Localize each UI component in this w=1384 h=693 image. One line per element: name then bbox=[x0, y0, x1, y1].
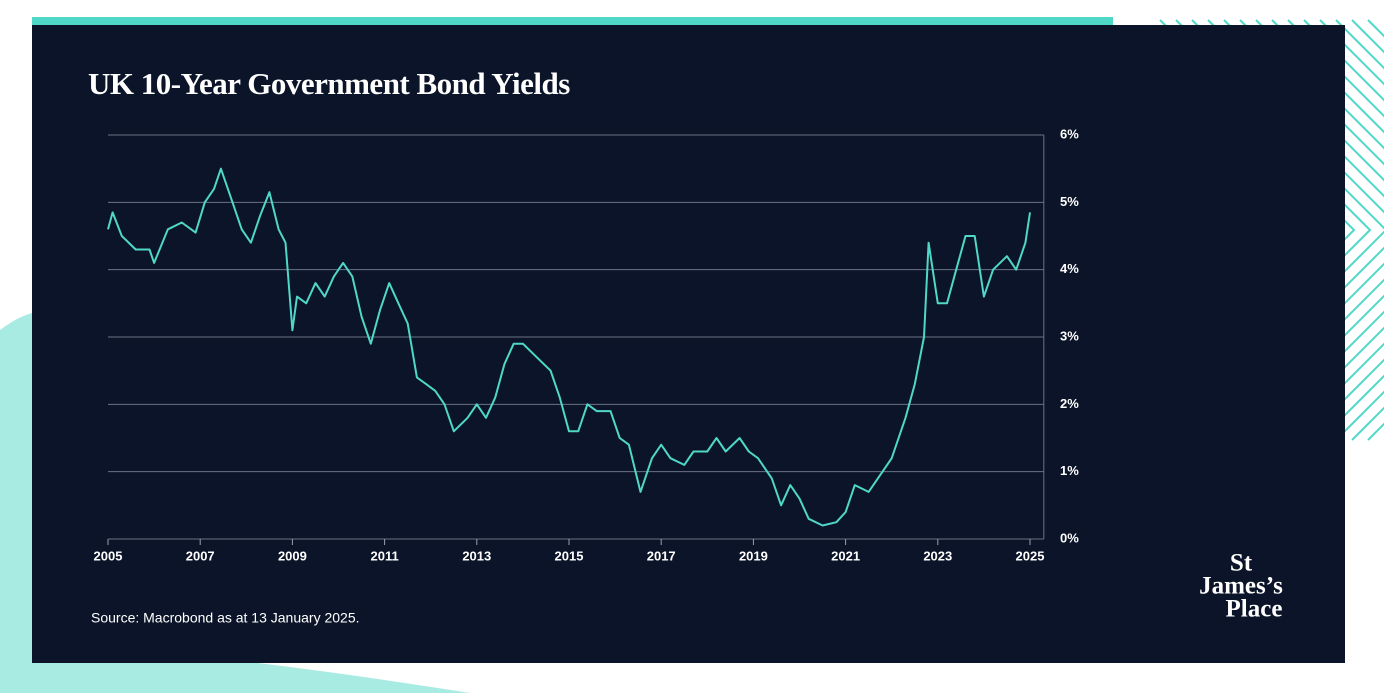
x-tick-label: 2007 bbox=[186, 548, 215, 563]
x-tick-label: 2005 bbox=[94, 548, 123, 563]
x-tick-label: 2013 bbox=[462, 548, 491, 563]
y-tick-label: 2% bbox=[1060, 396, 1079, 411]
y-tick-label: 5% bbox=[1060, 194, 1079, 209]
x-tick-label: 2017 bbox=[647, 548, 676, 563]
x-tick-label: 2015 bbox=[555, 548, 584, 563]
logo-line: St bbox=[1230, 550, 1253, 577]
y-tick-label: 1% bbox=[1060, 463, 1079, 478]
logo: St James’s Place bbox=[1199, 550, 1283, 623]
source-note: Source: Macrobond as at 13 January 2025. bbox=[91, 610, 360, 626]
panel bbox=[32, 25, 1345, 663]
stripe bbox=[1287, 19, 1384, 441]
logo-line: Place bbox=[1226, 596, 1283, 623]
y-tick-label: 0% bbox=[1060, 530, 1079, 545]
x-tick-label: 2021 bbox=[831, 548, 860, 563]
y-tick-label: 4% bbox=[1060, 261, 1079, 276]
x-tick-label: 2019 bbox=[739, 548, 768, 563]
x-tick-label: 2011 bbox=[370, 548, 398, 563]
x-tick-label: 2009 bbox=[278, 548, 307, 563]
y-tick-label: 3% bbox=[1060, 328, 1079, 343]
data-line bbox=[107, 167, 1031, 527]
logo-line: James’s bbox=[1199, 573, 1283, 600]
stripe bbox=[1303, 19, 1384, 441]
y-tick-label: 6% bbox=[1060, 126, 1079, 141]
accent-bar bbox=[32, 17, 1113, 26]
x-tick-label: 2025 bbox=[1016, 548, 1045, 563]
chart-title: UK 10-Year Government Bond Yields bbox=[88, 66, 570, 101]
x-tick-label: 2023 bbox=[923, 548, 952, 563]
